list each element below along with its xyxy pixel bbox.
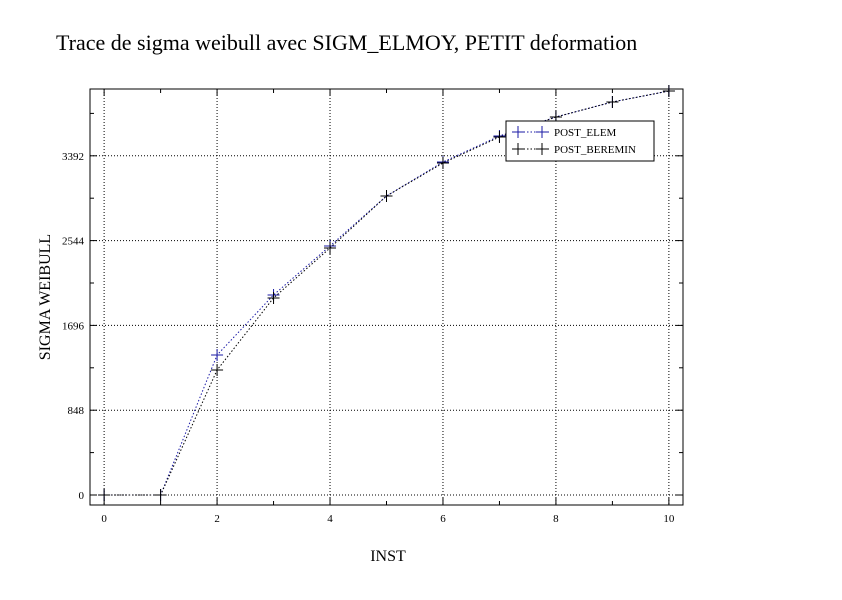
legend-marker bbox=[512, 143, 524, 155]
x-tick-label: 10 bbox=[663, 513, 675, 525]
data-point-marker bbox=[324, 242, 337, 254]
y-tick-label: 848 bbox=[68, 405, 85, 417]
x-tick-label: 0 bbox=[101, 513, 107, 525]
legend-marker bbox=[536, 126, 548, 138]
chart-title: Trace de sigma weibull avec SIGM_ELMOY, … bbox=[56, 30, 637, 55]
data-point-marker bbox=[380, 190, 393, 202]
y-tick-label: 3392 bbox=[62, 151, 84, 163]
x-axis-title: INST bbox=[370, 548, 406, 565]
series-line bbox=[104, 90, 669, 496]
data-point-marker bbox=[436, 157, 449, 169]
y-tick-label: 0 bbox=[79, 490, 85, 502]
series-layer bbox=[98, 85, 675, 501]
data-point-marker bbox=[211, 349, 224, 361]
x-tick-label: 6 bbox=[440, 513, 446, 525]
data-point-marker bbox=[267, 292, 280, 304]
data-point-marker bbox=[493, 131, 506, 143]
legend-marker bbox=[512, 126, 524, 138]
data-point-marker bbox=[662, 85, 675, 97]
legend-box bbox=[505, 120, 655, 162]
x-tick-label: 4 bbox=[327, 513, 333, 525]
y-tick-label: 1696 bbox=[62, 320, 85, 332]
legend-marker bbox=[536, 143, 548, 155]
data-point-marker bbox=[154, 489, 167, 501]
series-post-beremin bbox=[98, 85, 675, 501]
y-tick-label: 2544 bbox=[62, 236, 85, 248]
x-tick-label: 2 bbox=[214, 513, 220, 525]
data-point-marker bbox=[211, 364, 224, 376]
data-point-marker bbox=[606, 96, 619, 108]
y-axis-title: SIGMA WEIBULL bbox=[37, 234, 54, 360]
axis-ticks: 0 2 4 6 8 10 0 848 1696 2544 3392 bbox=[62, 89, 683, 525]
legend-label: POST_ELEM bbox=[554, 127, 617, 139]
legend: POST_ELEM POST_BEREMIN bbox=[505, 120, 655, 162]
legend-label: POST_BEREMIN bbox=[554, 144, 636, 156]
x-tick-label: 8 bbox=[553, 513, 559, 525]
data-point-marker bbox=[98, 489, 111, 501]
